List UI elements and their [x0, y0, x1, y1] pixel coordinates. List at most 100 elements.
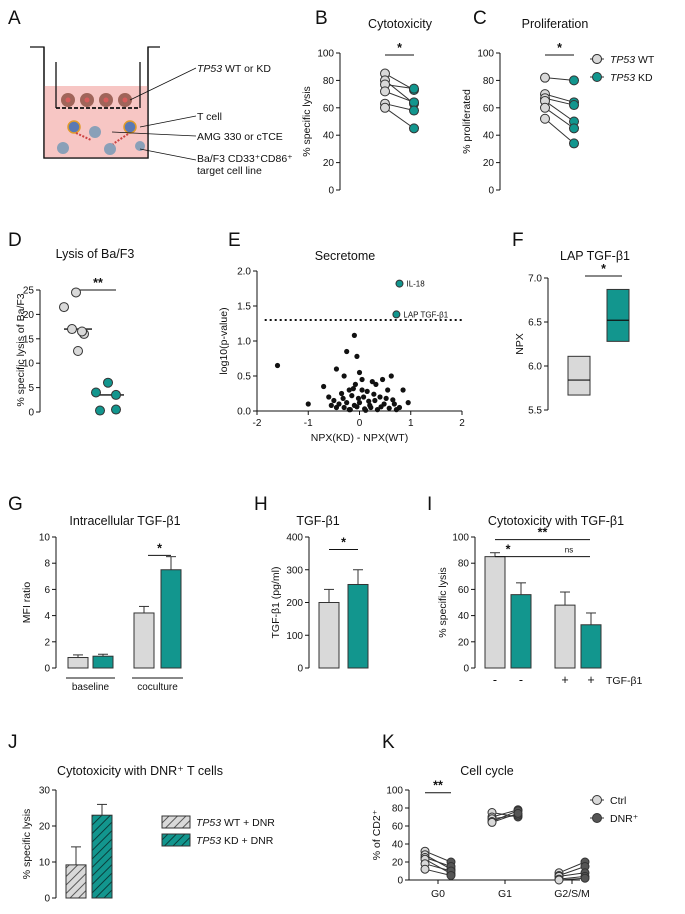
E-point-il18: [395, 279, 404, 288]
panel-e-plot: 0.0 0.5 1.0 1.5 2.0 -2 -1 0 1 2 log10(p-value) NPX(…: [218, 267, 465, 445]
I-bar-kd: [580, 624, 602, 669]
E-y-tick-label: 0.5: [237, 372, 251, 383]
legend-label-kd: TP53 KD: [610, 72, 653, 84]
E-point: [368, 404, 374, 411]
E-point: [377, 394, 383, 400]
B-plot-y-tick-label: 60: [323, 103, 335, 114]
I-y-tick-label: 40: [458, 611, 470, 622]
I-bar-kd: [510, 594, 532, 669]
panel-h-letter: H: [254, 494, 268, 515]
E-point: [359, 376, 365, 383]
E-point: [355, 395, 362, 401]
B-plot-y-tick-label: 40: [323, 131, 335, 142]
legend-marker-dnr: [592, 813, 602, 823]
legend-marker-kd: [592, 72, 602, 82]
K-x-tick-label: G1: [498, 888, 512, 900]
K-pair-line: [424, 850, 452, 863]
C-plot-point-wt: [540, 72, 550, 83]
D-y-label: % specific lysis of Ba/F3: [15, 293, 27, 406]
K-sig-label: **: [433, 779, 443, 793]
E-point: [274, 362, 281, 369]
I-bar-wt: [554, 604, 576, 669]
J-y-tick-label: 20: [39, 822, 51, 833]
C-plot-y-tick-label: 80: [483, 76, 495, 87]
F-y-tick-label: 6.0: [528, 362, 542, 373]
D-point-kd: [111, 389, 121, 400]
E-point: [400, 387, 406, 393]
label-amg: AMG 330 or cTCE: [197, 131, 283, 143]
I-y-label: % specific lysis: [437, 567, 449, 638]
E-y-tick-label: 1.5: [237, 302, 251, 313]
panel-c-plot: 0 20 40 60 80 100 % proliferated *: [461, 41, 579, 197]
E-x-tick-label: 2: [459, 418, 465, 429]
panel-h-title: TGF-β1: [296, 514, 339, 528]
E-point: [326, 394, 332, 400]
H-y-tick-label: 100: [286, 631, 303, 642]
H-y-tick-label: 200: [286, 598, 303, 609]
panel-c-legend: TP53 WT TP53 KD: [590, 54, 655, 84]
legend-swatch-wt-dnr: [161, 815, 191, 829]
panel-b-letter: B: [315, 8, 328, 29]
E-point-lap: [392, 310, 401, 319]
panel-f-title: LAP TGF-β1: [560, 249, 630, 263]
K-y-tick-label: 80: [392, 804, 404, 815]
B-plot-y-tick-label: 0: [328, 186, 334, 197]
panel-k-plot: 0 20 40 60 80 100 % of CD2⁺ G0 G1 G2/S/M **: [371, 779, 590, 900]
E-y-tick-label: 0.0: [237, 407, 251, 418]
C-plot-point-kd: [569, 75, 579, 86]
H-bar-kd: [347, 583, 369, 669]
K-y-label: % of CD2⁺: [371, 809, 383, 860]
panel-g-title: Intracellular TGF-β1: [69, 514, 180, 528]
E-point: [344, 400, 350, 406]
F-sig-label: *: [601, 262, 606, 276]
I-y-tick-label: 100: [452, 533, 469, 544]
B-plot-point-kd: [409, 105, 419, 116]
I-ns-label: ns: [565, 546, 573, 555]
K-y-tick-label: 0: [397, 876, 403, 887]
H-sig-label: *: [341, 535, 346, 549]
G-y-tick-label: 0: [44, 664, 50, 675]
I-y-tick-label: 80: [458, 559, 470, 570]
E-point: [388, 373, 394, 379]
E-point: [341, 373, 347, 379]
F-y-tick-label: 7.0: [528, 274, 542, 285]
D-point-wt: [71, 287, 81, 298]
G-bar-wt: [133, 612, 155, 669]
E-y-tick-label: 1.0: [237, 337, 251, 348]
D-sig-label: **: [93, 276, 103, 290]
panel-j-title: Cytotoxicity with DNR⁺ T cells: [57, 764, 223, 778]
panel-c-letter: C: [473, 8, 487, 29]
D-y-tick-label: 15: [23, 334, 35, 345]
E-x-tick-label: 0: [357, 418, 363, 429]
E-point: [391, 401, 397, 407]
B-plot-pair-line: [384, 73, 415, 91]
panel-j-letter: J: [8, 732, 18, 753]
J-y-label: % specific lysis: [21, 809, 33, 880]
C-plot-point-kd: [569, 123, 579, 134]
panel-k-letter: K: [382, 732, 395, 753]
E-point: [393, 407, 399, 413]
panel-j-plot: 0 10 20 30 % specific lysis: [21, 786, 113, 905]
J-y-tick-label: 0: [44, 894, 50, 905]
E-point: [340, 395, 346, 401]
G-y-tick-label: 4: [44, 611, 50, 622]
panel-k-legend: Ctrl DNR⁺: [590, 795, 639, 825]
E-point: [372, 397, 378, 404]
J-bar-wt: [65, 864, 87, 899]
legend-marker-ctrl: [592, 795, 602, 805]
K-pair-line: [558, 861, 586, 874]
E-point: [385, 387, 391, 393]
G-y-tick-label: 2: [44, 637, 50, 648]
B-plot-pair-line: [384, 90, 415, 103]
E-point: [356, 369, 363, 376]
E-x-label: NPX(KD) - NPX(WT): [311, 432, 408, 444]
panel-e-letter: E: [228, 230, 241, 251]
legend-label-ctrl: Ctrl: [610, 795, 626, 807]
I-x-label: TGF-β1: [606, 675, 643, 687]
C-plot-y-tick-label: 0: [488, 186, 494, 197]
K-y-tick-label: 100: [386, 786, 403, 797]
E-point: [347, 407, 353, 413]
B-plot-point-wt: [380, 86, 390, 97]
E-point: [346, 387, 352, 393]
legend-label-wt: TP53 WT: [610, 54, 655, 66]
